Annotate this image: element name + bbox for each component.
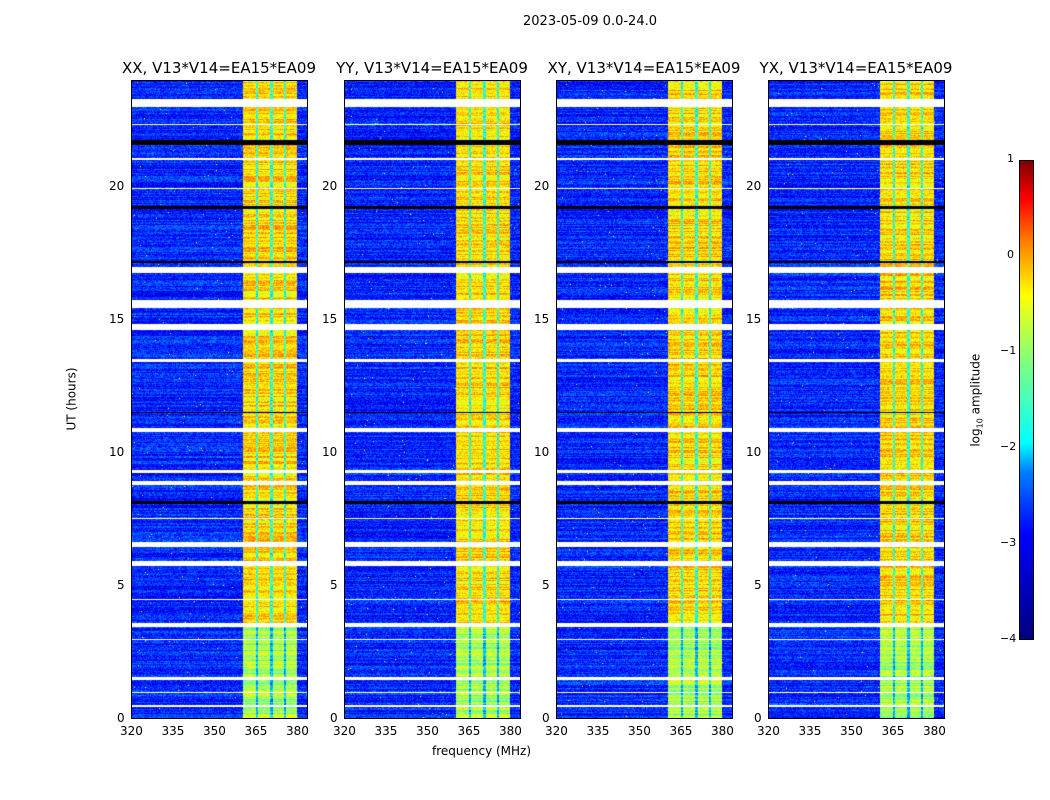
x-tick-label: 380	[285, 724, 309, 738]
waterfall-panel	[344, 80, 521, 719]
x-tick-label: 320	[333, 724, 356, 738]
figure-title: 2023-05-09 0.0-24.0	[523, 14, 657, 29]
y-tick-label: 0	[542, 711, 550, 725]
x-tick-label: 350	[202, 724, 226, 738]
x-tick-label: 365	[881, 724, 905, 738]
y-tick-label: 0	[754, 711, 762, 725]
colorbar-tick-label: −1	[1000, 344, 1017, 357]
y-tick-label: 5	[754, 577, 762, 592]
x-tick-label: 350	[627, 724, 651, 738]
panel-title: YY, V13*V14=EA15*EA09	[336, 59, 528, 77]
y-tick-label: 10	[534, 444, 550, 459]
heatmap-image	[132, 81, 307, 718]
y-tick-label: 15	[109, 311, 125, 326]
heatmap-image	[769, 81, 944, 718]
x-tick-label: 350	[415, 724, 439, 738]
heatmap-image	[557, 81, 732, 718]
x-tick-label: 335	[798, 724, 822, 738]
y-tick-label: 20	[534, 178, 550, 193]
panel-title: XY, V13*V14=EA15*EA09	[547, 59, 741, 77]
y-tick-label: 20	[746, 178, 762, 193]
x-tick-label: 350	[839, 724, 863, 738]
y-axis-label: UT (hours)	[64, 367, 79, 431]
x-tick-label: 380	[922, 724, 946, 738]
y-tick-label: 10	[322, 444, 338, 459]
colorbar-tick-label: −2	[1000, 440, 1017, 453]
y-tick-label: 15	[534, 311, 550, 326]
x-tick-label: 320	[757, 724, 780, 738]
x-tick-label: 335	[374, 724, 398, 738]
y-tick-label: 5	[117, 577, 125, 592]
x-tick-label: 335	[586, 724, 610, 738]
y-tick-label: 20	[109, 178, 125, 193]
y-tick-label: 10	[109, 444, 125, 459]
colorbar-tick-label: 0	[1007, 248, 1014, 261]
panel-title: XX, V13*V14=EA15*EA09	[121, 59, 316, 77]
x-axis-label: frequency (MHz)	[432, 744, 532, 758]
waterfall-panel	[131, 80, 308, 719]
colorbar-label: log10 amplitude	[968, 353, 985, 447]
x-tick-label: 320	[120, 724, 143, 738]
x-tick-label: 365	[457, 724, 481, 738]
colorbar	[1019, 160, 1034, 640]
colorbar-tick-label: −4	[1000, 632, 1017, 645]
x-tick-label: 365	[244, 724, 268, 738]
waterfall-panel	[556, 80, 733, 719]
y-tick-label: 0	[330, 711, 338, 725]
waterfall-panel	[768, 80, 945, 719]
y-tick-label: 15	[746, 311, 762, 326]
y-tick-label: 20	[322, 178, 338, 193]
x-tick-label: 380	[498, 724, 522, 738]
y-tick-label: 5	[330, 577, 338, 592]
panel-title: YX, V13*V14=EA15*EA09	[759, 59, 953, 77]
y-tick-label: 15	[322, 311, 338, 326]
y-tick-label: 5	[542, 577, 550, 592]
y-tick-label: 0	[117, 711, 125, 725]
x-tick-label: 380	[710, 724, 734, 738]
x-tick-label: 320	[545, 724, 568, 738]
heatmap-image	[345, 81, 520, 718]
colorbar-tick-label: 1	[1007, 152, 1014, 165]
y-tick-label: 10	[746, 444, 762, 459]
x-tick-label: 335	[161, 724, 185, 738]
colorbar-tick-label: −3	[1000, 536, 1017, 549]
x-tick-label: 365	[669, 724, 693, 738]
